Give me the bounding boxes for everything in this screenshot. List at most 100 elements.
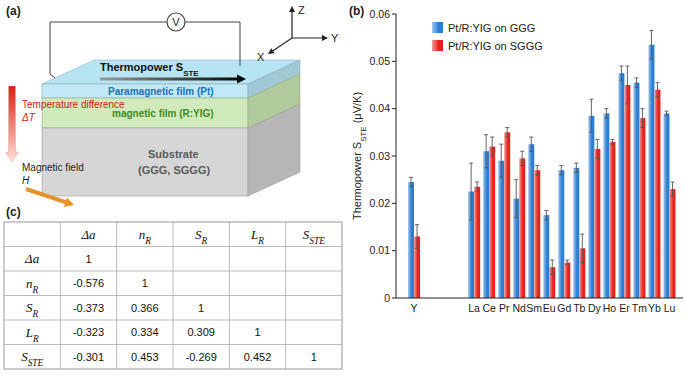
field-arrow	[25, 187, 74, 207]
table-cell: 0.309	[187, 326, 215, 338]
panel-label: (b)	[349, 4, 364, 18]
error-cap	[610, 144, 614, 145]
bar	[408, 182, 414, 298]
error-bar	[649, 31, 653, 59]
error-cap	[505, 127, 509, 128]
table-rule	[285, 222, 286, 369]
y-tick-label: 0.02	[370, 197, 391, 209]
error-cap	[604, 118, 608, 119]
x-tick-label: Pr	[499, 302, 510, 314]
axis-label: X	[257, 51, 265, 63]
bar	[564, 263, 570, 299]
error-line	[597, 139, 598, 158]
error-line	[606, 109, 607, 118]
text-part: 0.01	[370, 244, 391, 256]
wire	[185, 22, 240, 66]
error-cap	[649, 58, 653, 59]
x-tick-label: Sm	[526, 302, 542, 314]
error-bar	[544, 210, 548, 219]
text-part: 0.452	[244, 351, 272, 363]
subscript: R	[32, 285, 39, 295]
error-cap	[550, 274, 554, 275]
error-cap	[655, 96, 659, 97]
error-cap	[619, 66, 623, 67]
text-part: Lu	[664, 302, 676, 314]
y-tick-label: 0.04	[370, 102, 391, 114]
table-cell: 1	[198, 302, 204, 314]
legend: Pt/R:YIG on GGGPt/R:YIG on SGGG	[432, 22, 543, 52]
error-bar	[415, 225, 419, 249]
text-part: Y	[331, 32, 339, 44]
table-cell: 0.334	[131, 326, 159, 338]
table-header: LR	[250, 227, 264, 246]
y-tick	[392, 108, 396, 109]
text-part: 0.366	[131, 302, 159, 314]
text-part: Thermopower S	[351, 142, 363, 220]
table-cell: 0.366	[131, 302, 159, 314]
error-cap	[670, 182, 674, 183]
x-tick-label: Er	[619, 302, 630, 314]
error-bar	[514, 180, 518, 218]
table-rule	[4, 295, 342, 296]
error-bar	[574, 163, 578, 172]
text-part: H	[22, 175, 30, 186]
text-part: L	[250, 227, 258, 242]
bar	[588, 116, 594, 298]
x-tick-label: Y	[411, 302, 418, 314]
legend-label: Pt/R:YIG on SGGG	[448, 40, 543, 52]
bar	[534, 170, 540, 298]
text-part: Dy	[588, 302, 602, 314]
error-line	[417, 225, 418, 249]
field-label: Magnetic field	[22, 162, 84, 173]
error-cap	[550, 260, 554, 261]
bar	[609, 142, 615, 298]
x-tick-label: Yb	[648, 302, 661, 314]
table-cell: -0.576	[73, 277, 104, 289]
error-cap	[580, 262, 584, 263]
y-tick	[392, 61, 396, 62]
text-part: -0.373	[73, 302, 104, 314]
bar	[543, 215, 549, 298]
table-cell: 1	[254, 326, 260, 338]
text-part: Nd	[512, 302, 526, 314]
table-cell: -0.301	[73, 351, 104, 363]
bar	[639, 118, 645, 298]
error-cap	[529, 151, 533, 152]
error-line	[561, 165, 562, 174]
chart-panel: (b)00.010.020.030.040.050.06YLaCePrNdSmE…	[349, 4, 683, 314]
subscript: STE	[359, 126, 368, 141]
error-line	[522, 151, 523, 165]
error-cap	[649, 30, 653, 31]
text-part: Pt/R:YIG on SGGG	[448, 40, 543, 52]
error-bar	[529, 137, 533, 151]
text-part: Pr	[499, 302, 510, 314]
table-cell: 1	[142, 277, 148, 289]
table-cell: 0.453	[131, 351, 159, 363]
error-line	[546, 210, 547, 219]
y-axis-title: Thermopower SSTE (μV/K)	[351, 92, 368, 220]
text-part: (b)	[349, 4, 364, 18]
bar	[618, 73, 624, 298]
error-bar	[610, 139, 614, 144]
text-part: -0.269	[186, 351, 217, 363]
table-cell: 1	[85, 253, 91, 265]
text-part: 0.04	[370, 102, 391, 114]
text-part: 0.05	[370, 55, 391, 67]
figure: (a)Thermopower SSTEParamagnetic film (Pt…	[0, 0, 685, 376]
bar	[528, 144, 534, 298]
error-bar	[535, 165, 539, 174]
error-cap	[484, 134, 488, 135]
error-cap	[664, 111, 668, 112]
error-cap	[529, 137, 533, 138]
error-bar	[655, 83, 659, 97]
text-part: 0.03	[370, 150, 391, 162]
error-cap	[520, 151, 524, 152]
table-header: nR	[26, 276, 39, 295]
layer-label: Paramagnetic film (Pt)	[108, 86, 214, 97]
layer-label: Substrate	[148, 148, 199, 160]
x-tick-label: Lu	[664, 302, 676, 314]
text-part: Yb	[648, 302, 661, 314]
subscript: STE	[183, 69, 198, 78]
table-rule	[229, 222, 230, 369]
bar	[594, 149, 600, 298]
